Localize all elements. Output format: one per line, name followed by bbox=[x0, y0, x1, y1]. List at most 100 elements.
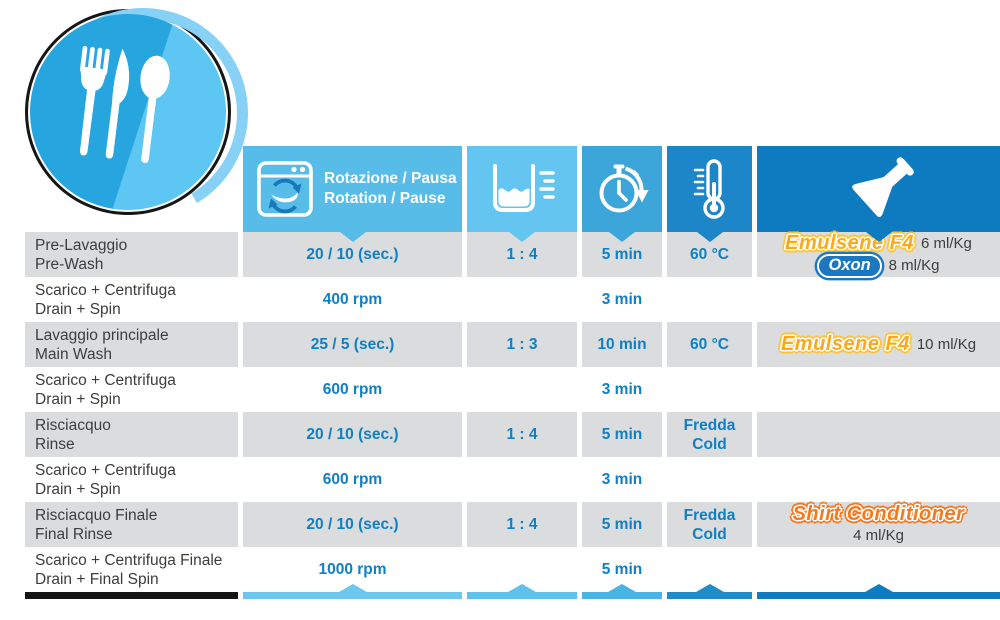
table-header-row: Rotazione / Pausa Rotation / Pause bbox=[243, 146, 1000, 242]
step-label-italian: Scarico + Centrifuga bbox=[35, 461, 176, 479]
chemical-cell bbox=[757, 367, 1000, 412]
badge-outline-ring bbox=[25, 9, 231, 215]
time-value: 10 min bbox=[582, 322, 662, 367]
chemical-line: Shirt Conditioner bbox=[793, 503, 965, 525]
water-ratio-value bbox=[467, 277, 577, 322]
bottom-bar-segment-rotation bbox=[243, 584, 462, 599]
temperature-value: Fredda Cold bbox=[667, 412, 752, 457]
washing-machine-icon bbox=[256, 160, 314, 218]
temperature-value: Fredda Cold bbox=[667, 502, 752, 547]
water-level-icon bbox=[487, 162, 557, 216]
brand-logo-oxon: Oxon bbox=[817, 253, 882, 278]
chemical-line: Emulsene F4 10 ml/Kg bbox=[781, 334, 976, 356]
step-label-english: Drain + Spin bbox=[35, 390, 121, 408]
flask-icon bbox=[831, 148, 927, 230]
time-value: 5 min bbox=[582, 232, 662, 277]
program-step-label: Risciacquo Rinse bbox=[25, 412, 238, 457]
brand-logo-emulsene: Emulsene F4 bbox=[785, 232, 915, 254]
program-step-label: Scarico + Centrifuga Drain + Spin bbox=[25, 277, 238, 322]
table-row: Scarico + Centrifuga Drain + Spin 600 rpm 3… bbox=[25, 367, 1000, 412]
cutlery-badge bbox=[15, 0, 271, 241]
program-step-label: Pre-Lavaggio Pre-Wash bbox=[25, 232, 238, 277]
table-row: Scarico + Centrifuga Finale Drain + Final… bbox=[25, 547, 1000, 592]
table-row: Scarico + Centrifuga Drain + Spin 600 rpm 3… bbox=[25, 457, 1000, 502]
brand-logo-emulsene: Emulsene F4 bbox=[780, 333, 910, 355]
header-cell-chem bbox=[757, 146, 1000, 242]
chemical-cell: Emulsene F4 6 ml/Kg Oxon 8 ml/Kg bbox=[757, 232, 1000, 278]
rotation-value: 20 / 10 (sec.) bbox=[243, 412, 462, 457]
temperature-value: 60 °C bbox=[667, 322, 752, 367]
timer-icon bbox=[592, 160, 652, 218]
time-value: 5 min bbox=[601, 560, 643, 578]
rotation-value: 600 rpm bbox=[322, 470, 383, 488]
program-step-label: Scarico + Centrifuga Finale Drain + Final… bbox=[25, 547, 238, 592]
time-value: 3 min bbox=[601, 380, 643, 398]
chemical-dose: 4 ml/Kg bbox=[853, 527, 904, 544]
header-label-line2: Rotation / Pause bbox=[324, 190, 446, 207]
water-ratio-value: 1 : 4 bbox=[467, 502, 577, 547]
chemical-cell: Emulsene F4 10 ml/Kg bbox=[757, 322, 1000, 367]
header-cell-temp bbox=[667, 146, 752, 242]
bottom-bar-segment-chem bbox=[757, 584, 1000, 599]
bottom-bar-segment-time bbox=[582, 584, 662, 599]
step-label-english: Main Wash bbox=[35, 345, 112, 363]
header-cell-rotation: Rotazione / Pausa Rotation / Pause bbox=[243, 146, 462, 242]
step-label-english: Drain + Final Spin bbox=[35, 570, 159, 588]
step-label-italian: Lavaggio principale bbox=[35, 326, 169, 344]
chemical-dose: 8 ml/Kg bbox=[888, 257, 940, 274]
water-ratio-value: 1 : 4 bbox=[467, 412, 577, 457]
step-label-italian: Risciacquo Finale bbox=[35, 506, 158, 524]
chemical-line: Oxon 8 ml/Kg bbox=[817, 253, 940, 278]
chemical-cell: Shirt Conditioner 4 ml/Kg bbox=[757, 502, 1000, 547]
step-label-italian: Pre-Lavaggio bbox=[35, 236, 128, 254]
bottom-bar bbox=[25, 584, 1000, 599]
header-label-line1: Rotazione / Pausa bbox=[324, 170, 457, 187]
time-value: 3 min bbox=[601, 290, 643, 308]
chemical-cell bbox=[757, 412, 1000, 457]
table-row: Lavaggio principale Main Wash 25 / 5 (sec.… bbox=[25, 322, 1000, 367]
rotation-value: 1000 rpm bbox=[318, 560, 387, 578]
chemical-cell bbox=[757, 457, 1000, 502]
temperature-value bbox=[667, 277, 752, 322]
step-label-italian: Scarico + Centrifuga Finale bbox=[35, 551, 223, 569]
time-value: 5 min bbox=[582, 502, 662, 547]
brand-logo-shirt: Shirt Conditioner bbox=[792, 502, 965, 525]
bottom-bar-segment-temp bbox=[667, 584, 752, 599]
rotation-value: 600 rpm bbox=[322, 380, 383, 398]
table-row: Risciacquo Finale Final Rinse 20 / 10 (sec… bbox=[25, 502, 1000, 547]
program-step-label: Scarico + Centrifuga Drain + Spin bbox=[25, 367, 238, 412]
header-rotation-label: Rotazione / Pausa Rotation / Pause bbox=[324, 169, 457, 209]
step-label-english: Pre-Wash bbox=[35, 255, 104, 273]
bottom-bar-segment-label bbox=[25, 592, 238, 599]
step-label-italian: Scarico + Centrifuga bbox=[35, 281, 176, 299]
rotation-value: 20 / 10 (sec.) bbox=[243, 502, 462, 547]
program-step-label: Risciacquo Finale Final Rinse bbox=[25, 502, 238, 547]
chemical-dose: 10 ml/Kg bbox=[916, 336, 977, 353]
rotation-value: 400 rpm bbox=[322, 290, 383, 308]
chemical-cell bbox=[757, 277, 1000, 322]
chemical-dose: 6 ml/Kg bbox=[921, 235, 972, 252]
step-label-italian: Scarico + Centrifuga bbox=[35, 371, 176, 389]
time-value: 3 min bbox=[601, 470, 643, 488]
badge-circle bbox=[30, 14, 226, 210]
water-ratio-value bbox=[467, 457, 577, 502]
thermometer-icon bbox=[688, 158, 732, 220]
header-cell-time bbox=[582, 146, 662, 242]
temperature-value bbox=[667, 457, 752, 502]
step-label-italian: Risciacquo bbox=[35, 416, 111, 434]
cutlery-icon bbox=[79, 46, 170, 163]
table-row: Scarico + Centrifuga Drain + Spin 400 rpm 3… bbox=[25, 277, 1000, 322]
water-ratio-value: 1 : 3 bbox=[467, 322, 577, 367]
step-label-english: Final Rinse bbox=[35, 525, 113, 543]
step-label-english: Drain + Spin bbox=[35, 300, 121, 318]
water-ratio-value bbox=[467, 367, 577, 412]
bottom-bar-segment-water bbox=[467, 584, 577, 599]
temperature-value bbox=[667, 367, 752, 412]
rotation-value: 25 / 5 (sec.) bbox=[243, 322, 462, 367]
step-label-english: Rinse bbox=[35, 435, 75, 453]
time-value: 5 min bbox=[582, 412, 662, 457]
